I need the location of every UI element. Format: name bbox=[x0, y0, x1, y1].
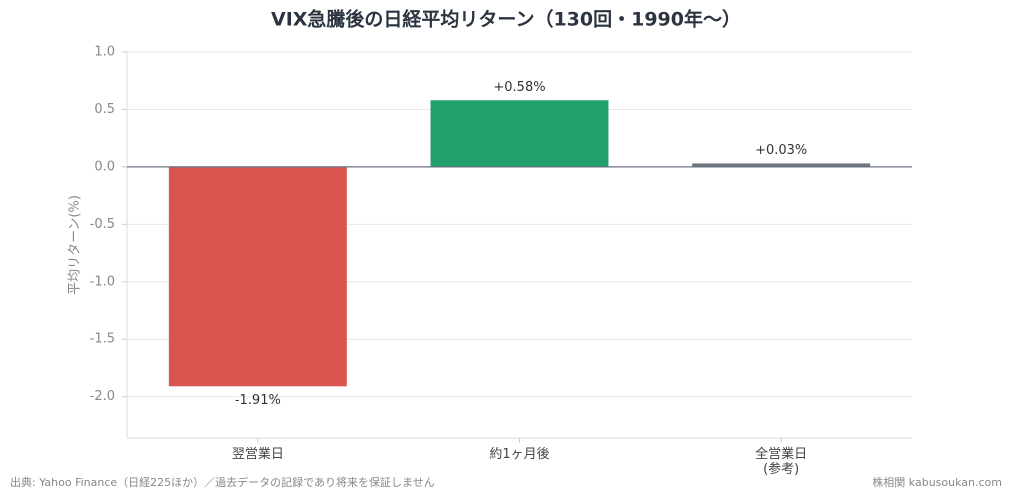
y-tick-label: -0.5 bbox=[90, 217, 115, 232]
y-tick-label: 0.5 bbox=[94, 102, 115, 117]
y-tick-label: 1.0 bbox=[94, 45, 115, 60]
credit: 株相関 kabusoukan.com bbox=[872, 475, 1002, 489]
bar bbox=[692, 163, 871, 167]
y-axis-label: 平均リターン(%) bbox=[68, 195, 83, 295]
y-tick-label: -2.0 bbox=[90, 389, 115, 404]
y-tick-label: 0.0 bbox=[94, 159, 115, 174]
source-note: 出典: Yahoo Finance（日経225ほか）／過去データの記録であり将来… bbox=[10, 475, 435, 489]
value-label: +0.03% bbox=[755, 143, 807, 158]
bar bbox=[168, 166, 347, 387]
value-label: +0.58% bbox=[493, 80, 545, 95]
value-label: -1.91% bbox=[235, 393, 281, 408]
y-tick-label: -1.0 bbox=[90, 274, 115, 289]
x-tick-label: 約1ヶ月後 bbox=[489, 447, 550, 462]
chart-title: VIX急騰後の日経平均リターン（130回・1990年〜） bbox=[271, 8, 741, 31]
x-tick-label: 全営業日 (参考) bbox=[755, 447, 808, 477]
bar bbox=[430, 100, 609, 167]
y-tick-label: -1.5 bbox=[90, 332, 115, 347]
x-tick-label: 翌営業日 bbox=[231, 447, 284, 462]
